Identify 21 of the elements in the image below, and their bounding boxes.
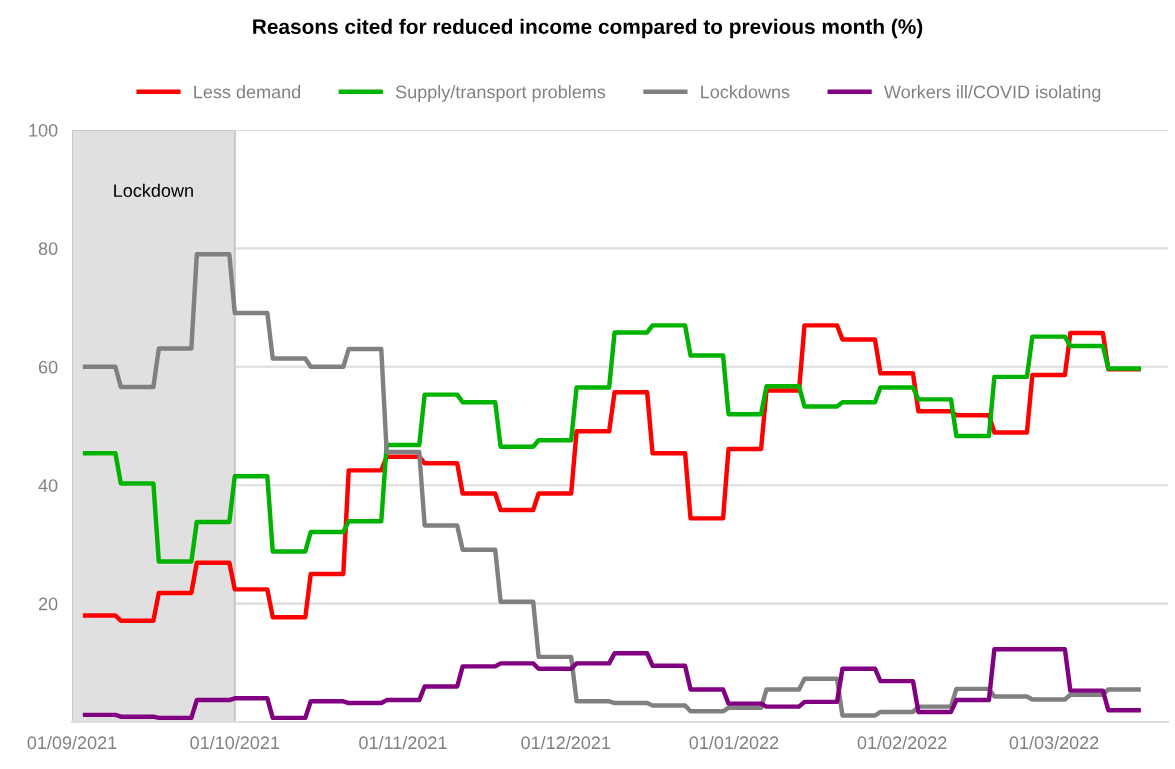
- chart-title: Reasons cited for reduced income compared to previous month (%): [253, 18, 923, 39]
- legend-label: Workers ill/COVID isolating: [884, 85, 1101, 102]
- legend-label: Supply/transport problems: [395, 85, 606, 102]
- line-series: [80, 323, 1144, 564]
- y-tick-label: 60: [38, 360, 58, 374]
- x-tick-label: 01/01/2022: [689, 735, 779, 750]
- x-tick-label: 01/12/2021: [521, 735, 611, 750]
- x-tick-label: 01/11/2021: [359, 735, 447, 750]
- y-tick-label: 100: [29, 123, 58, 137]
- band-label: Lockdown: [114, 183, 193, 198]
- x-tick-label: 01/10/2021: [190, 735, 280, 750]
- line-series: [80, 646, 1144, 721]
- x-tick-label: 01/09/2021: [27, 735, 117, 750]
- line-series: [80, 252, 1144, 718]
- x-tick-label: 01/03/2022: [1009, 735, 1099, 750]
- legend-label: Less demand: [194, 85, 301, 99]
- y-tick-label: 40: [38, 479, 58, 492]
- y-tick-label: 80: [38, 242, 58, 256]
- y-tick-label: 20: [38, 597, 58, 611]
- x-tick-label: 01/02/2022: [857, 735, 947, 750]
- legend-label: Lockdowns: [701, 85, 790, 99]
